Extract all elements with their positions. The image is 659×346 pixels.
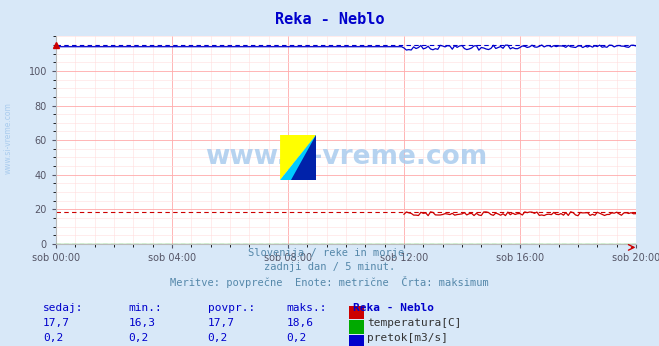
- Text: maks.:: maks.:: [287, 303, 327, 313]
- Polygon shape: [280, 135, 316, 180]
- Text: 16,3: 16,3: [129, 318, 156, 328]
- Text: Slovenija / reke in morje.: Slovenija / reke in morje.: [248, 248, 411, 258]
- Text: zadnji dan / 5 minut.: zadnji dan / 5 minut.: [264, 262, 395, 272]
- Text: 0,2: 0,2: [129, 333, 149, 343]
- Polygon shape: [291, 135, 316, 180]
- Text: pretok[m3/s]: pretok[m3/s]: [367, 333, 448, 343]
- Text: www.si-vreme.com: www.si-vreme.com: [205, 144, 487, 170]
- Text: 0,2: 0,2: [43, 333, 63, 343]
- Text: temperatura[C]: temperatura[C]: [367, 318, 461, 328]
- Text: 0,2: 0,2: [208, 333, 228, 343]
- Text: sedaj:: sedaj:: [43, 303, 83, 313]
- Text: 17,7: 17,7: [208, 318, 235, 328]
- Text: min.:: min.:: [129, 303, 162, 313]
- Text: Reka - Neblo: Reka - Neblo: [275, 12, 384, 27]
- Polygon shape: [280, 135, 316, 180]
- Text: Meritve: povprečne  Enote: metrične  Črta: maksimum: Meritve: povprečne Enote: metrične Črta:…: [170, 276, 489, 288]
- Text: Reka - Neblo: Reka - Neblo: [353, 303, 434, 313]
- Text: 18,6: 18,6: [287, 318, 314, 328]
- Text: povpr.:: povpr.:: [208, 303, 255, 313]
- Text: 0,2: 0,2: [287, 333, 307, 343]
- Text: www.si-vreme.com: www.si-vreme.com: [3, 102, 13, 174]
- Text: 17,7: 17,7: [43, 318, 70, 328]
